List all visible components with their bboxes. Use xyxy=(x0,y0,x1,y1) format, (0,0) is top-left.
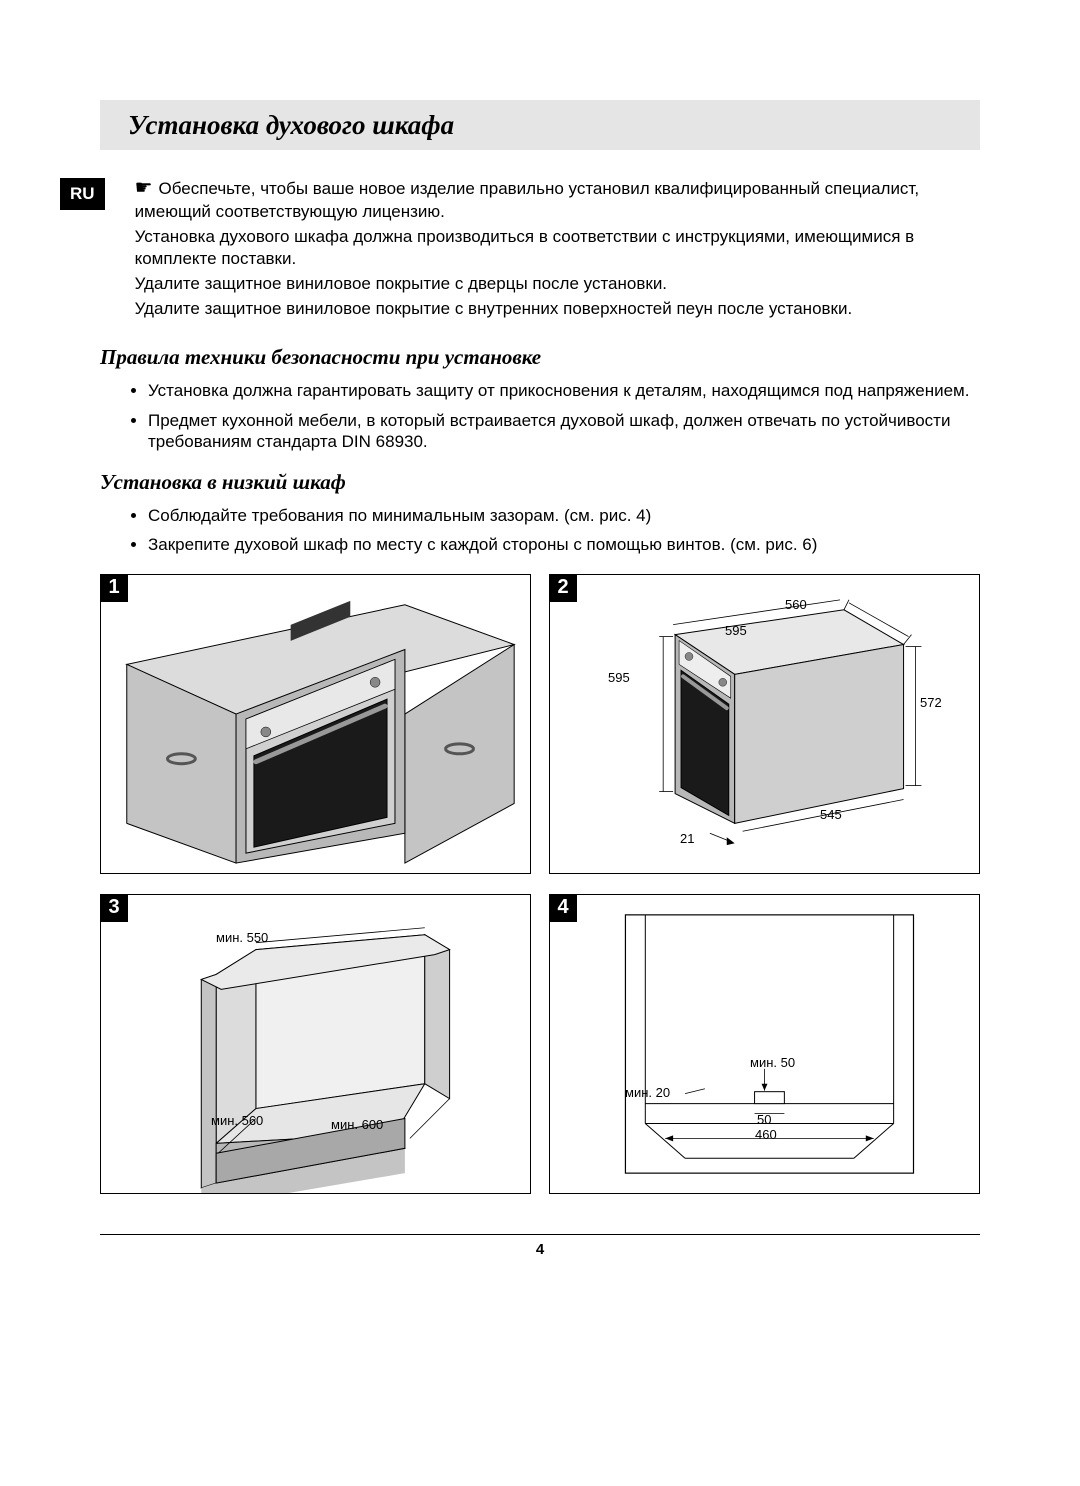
dim-595w: 595 xyxy=(725,623,747,638)
intro-row: RU ☛Обеспечьте, чтобы ваше новое изделие… xyxy=(100,176,980,323)
language-badge: RU xyxy=(60,178,105,210)
figure-4: 4 xyxy=(549,894,980,1194)
intro-p4: Удалите защитное виниловое покрытие с вн… xyxy=(135,298,980,319)
title-bar: Установка духового шкафа xyxy=(100,100,980,150)
figure-2: 2 xyxy=(549,574,980,874)
safety-heading: Правила техники безопасности при установ… xyxy=(100,345,980,370)
manual-page: Установка духового шкафа RU ☛Обеспечьте,… xyxy=(0,0,1080,1486)
figure-4-svg xyxy=(550,895,979,1193)
intro-p1-text: Обеспечьте, чтобы ваше новое изделие пра… xyxy=(135,179,920,221)
safety-bullets: Установка должна гарантировать защиту от… xyxy=(100,380,980,452)
dim-560: 560 xyxy=(785,597,807,612)
dim-min600: мин. 600 xyxy=(331,1117,383,1132)
dim-460: 460 xyxy=(755,1127,777,1142)
dim-min50: мин. 50 xyxy=(750,1055,795,1070)
figure-4-number: 4 xyxy=(549,894,577,922)
figure-3: 3 xyxy=(100,894,531,1194)
low-bullet-2: Закрепите духовой шкаф по месту с каждой… xyxy=(148,534,980,555)
page-number: 4 xyxy=(100,1241,980,1258)
safety-bullet-1: Установка должна гарантировать защиту от… xyxy=(148,380,980,401)
figure-1-number: 1 xyxy=(100,574,128,602)
intro-text: ☛Обеспечьте, чтобы ваше новое изделие пр… xyxy=(135,176,980,323)
dim-50: 50 xyxy=(757,1112,771,1127)
low-heading: Установка в низкий шкаф xyxy=(100,470,980,495)
dim-572: 572 xyxy=(920,695,942,710)
dim-545: 545 xyxy=(820,807,842,822)
intro-p3: Удалите защитное виниловое покрытие с дв… xyxy=(135,273,980,294)
intro-p1: ☛Обеспечьте, чтобы ваше новое изделие пр… xyxy=(135,176,980,222)
dim-21: 21 xyxy=(680,831,694,846)
footer-rule xyxy=(100,1234,980,1235)
figure-3-number: 3 xyxy=(100,894,128,922)
dim-min20: мин. 20 xyxy=(625,1085,670,1100)
dim-min550: мин. 550 xyxy=(216,930,268,945)
safety-bullet-2: Предмет кухонной мебели, в который встра… xyxy=(148,410,980,453)
figure-1-svg xyxy=(101,575,530,873)
figure-2-svg xyxy=(550,575,979,873)
dim-595h: 595 xyxy=(608,670,630,685)
figure-1: 1 xyxy=(100,574,531,874)
pointer-icon: ☛ xyxy=(135,177,153,199)
low-bullet-1: Соблюдайте требования по минимальным заз… xyxy=(148,505,980,526)
dim-min560: мин. 560 xyxy=(211,1113,263,1128)
intro-p2: Установка духового шкафа должна производ… xyxy=(135,226,980,269)
figures-grid: 1 xyxy=(100,574,980,1194)
page-title: Установка духового шкафа xyxy=(128,110,454,141)
figure-3-svg xyxy=(101,895,530,1193)
low-bullets: Соблюдайте требования по минимальным заз… xyxy=(100,505,980,556)
figure-2-number: 2 xyxy=(549,574,577,602)
